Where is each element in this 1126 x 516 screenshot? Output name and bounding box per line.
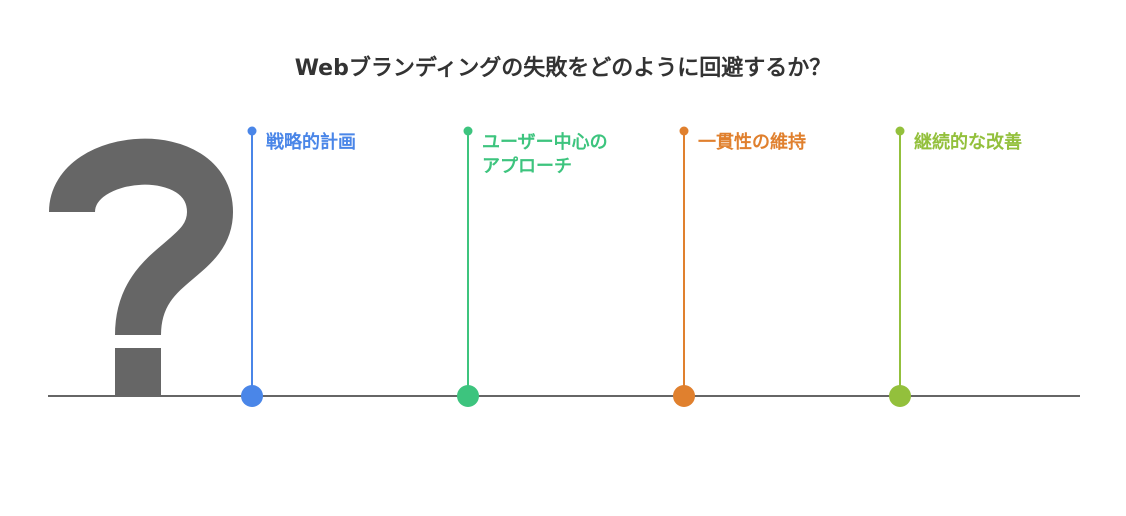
item-label: 戦略的計画 xyxy=(266,132,356,153)
item-top-dot xyxy=(247,126,257,136)
question-mark-dot xyxy=(115,348,161,395)
item-node xyxy=(457,385,479,407)
item-node xyxy=(889,385,911,407)
item-label: 一貫性の維持 xyxy=(698,132,806,153)
item-node xyxy=(673,385,695,407)
question-mark xyxy=(49,138,234,337)
title: Webブランディングの失敗をどのように回避するか？ xyxy=(294,56,832,81)
item-top-dot xyxy=(895,126,905,136)
item-node xyxy=(241,385,263,407)
item-label: ユーザー中心のアプローチ xyxy=(482,132,608,177)
item-top-dot xyxy=(679,126,689,136)
item-top-dot xyxy=(463,126,473,136)
item-label: 継続的な改善 xyxy=(914,132,1022,153)
